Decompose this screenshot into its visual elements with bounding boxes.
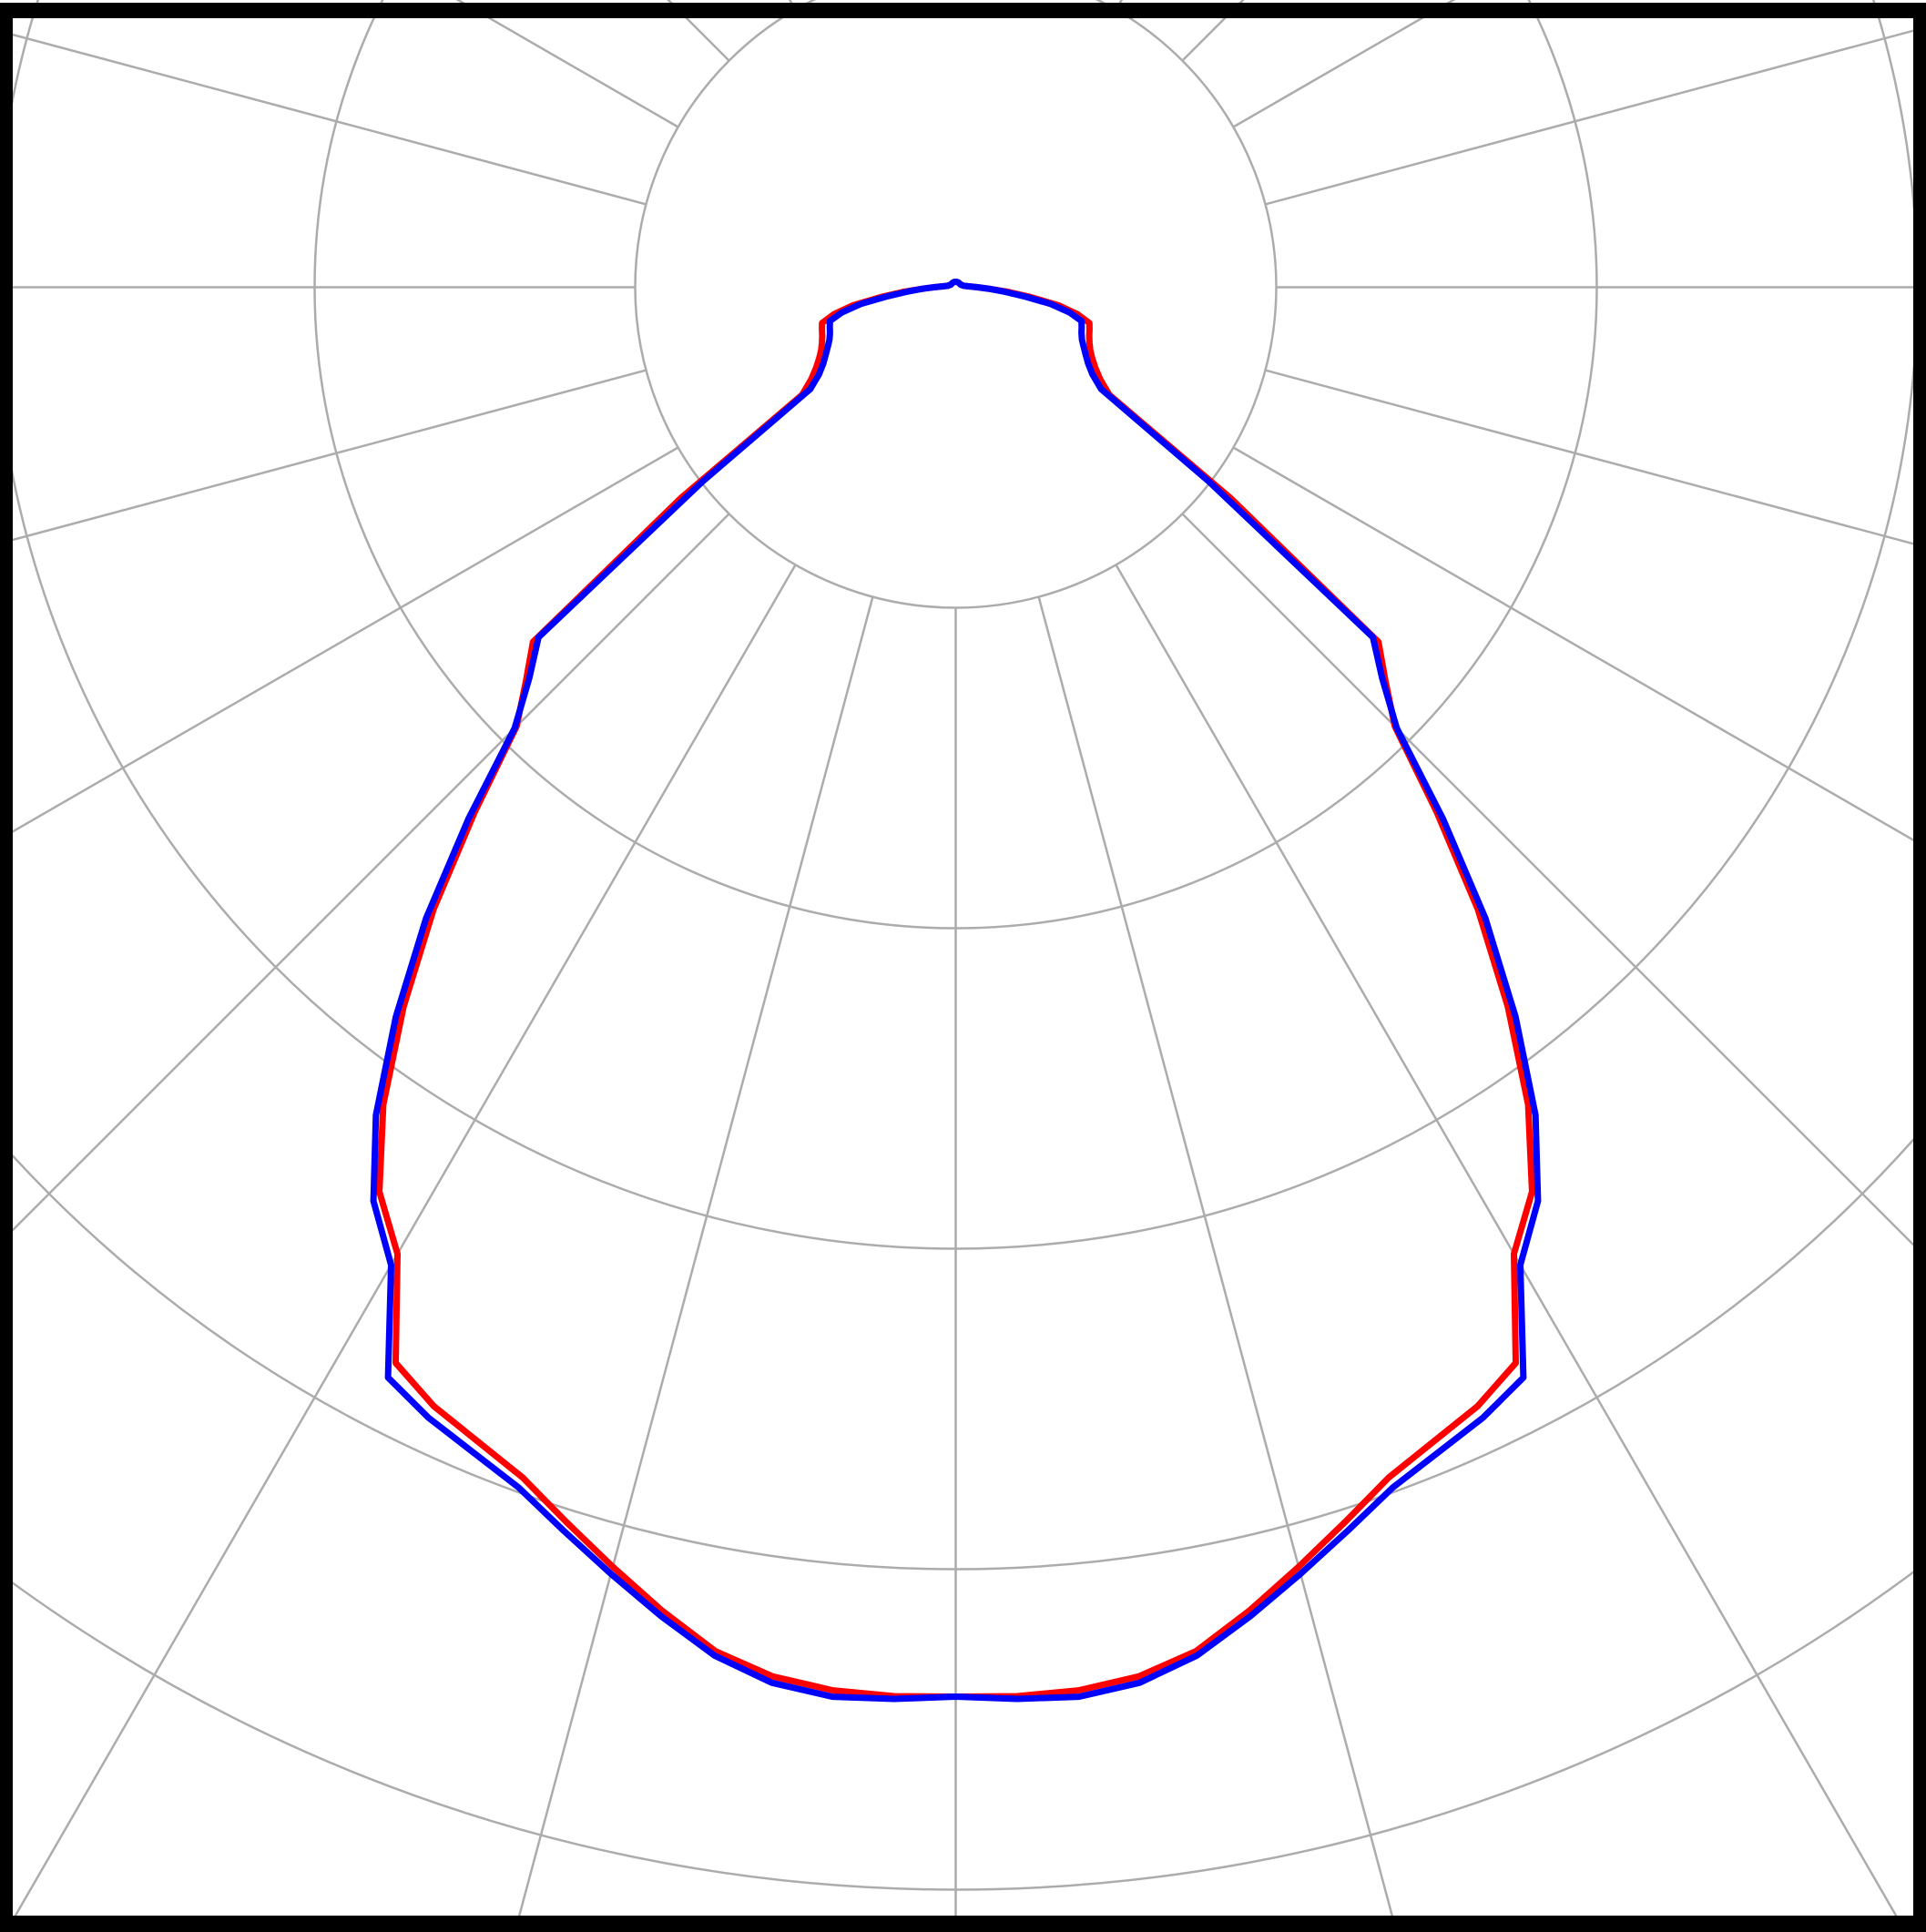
frame-border-top <box>0 3 1926 18</box>
grid-radial-line <box>1181 513 1926 1259</box>
grid-radial-line <box>514 596 874 1932</box>
frame-border-right <box>1913 3 1926 1932</box>
grid-radial-line <box>0 446 679 840</box>
grid-radial-line <box>1265 25 1926 206</box>
grid-radial-line <box>0 369 647 545</box>
grid-radial-line <box>1232 446 1926 849</box>
grid-radial-line <box>5 564 797 1932</box>
grid-radial-line <box>1115 564 1907 1932</box>
frame-border-left <box>0 3 13 1932</box>
grid-radial-line <box>1037 596 1398 1932</box>
grid-radial-line <box>0 29 647 206</box>
grid-radial-line <box>1232 0 1456 128</box>
grid-ring <box>0 1123 1926 1571</box>
grid-radial-line <box>0 513 730 1245</box>
grid-ring <box>0 0 1919 1250</box>
grid-radial-line <box>1265 369 1926 549</box>
frame-border <box>0 3 1926 1932</box>
blue-intensity-curve <box>370 279 1542 1703</box>
grid-ring <box>634 0 1278 609</box>
frame-border-bottom <box>0 1916 1926 1932</box>
